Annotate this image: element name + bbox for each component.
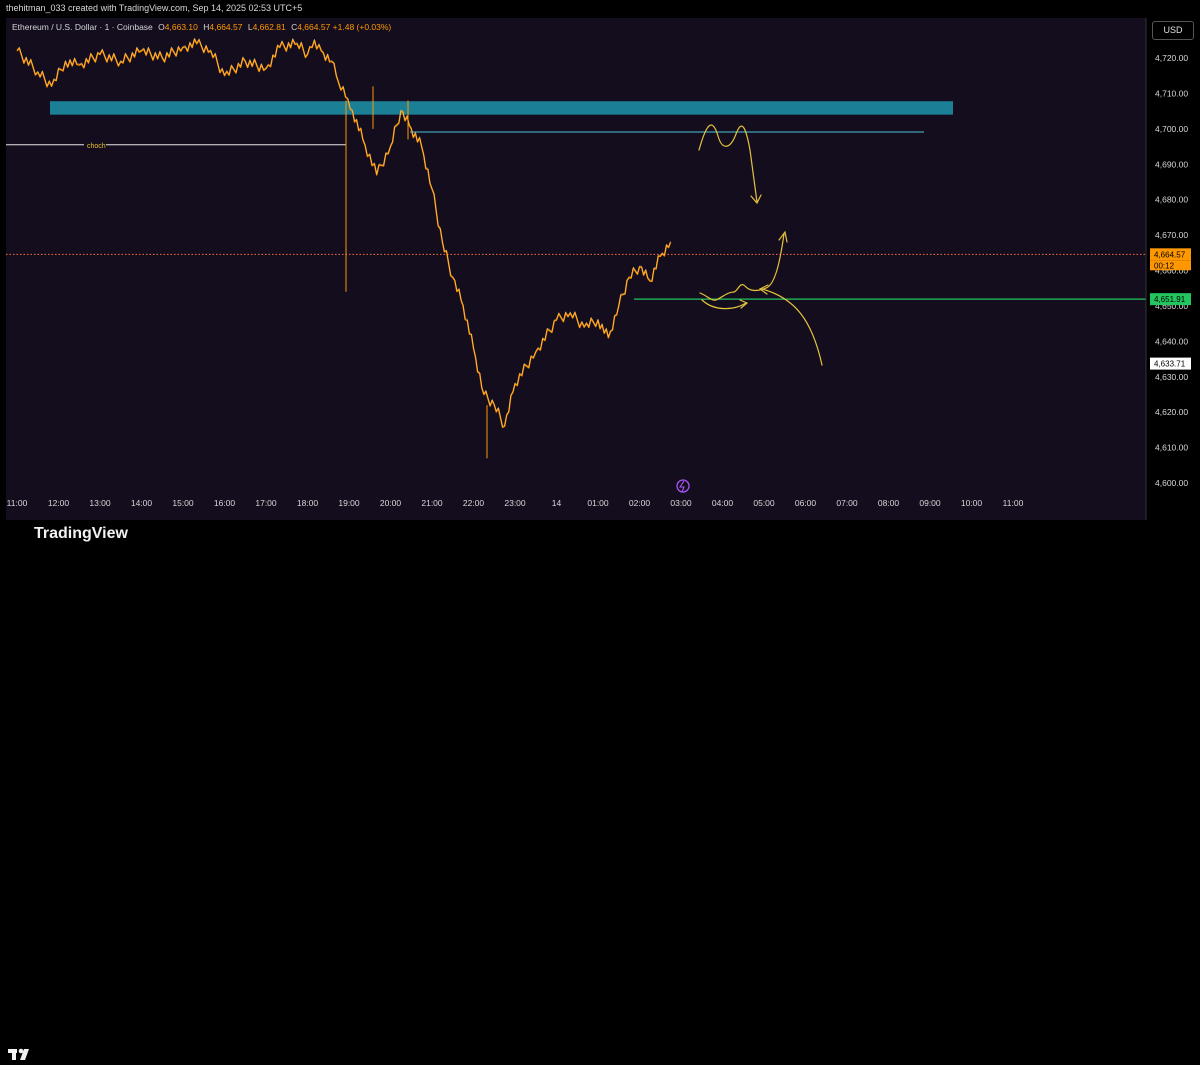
x-tick-label: 12:00 <box>48 498 70 508</box>
tradingview-wordmark[interactable]: TradingView <box>34 525 128 542</box>
resistance-zone <box>50 101 953 115</box>
x-tick-label: 06:00 <box>795 498 817 508</box>
x-tick-label: 03:00 <box>670 498 692 508</box>
y-tick-label: 4,650.00 <box>1155 301 1188 311</box>
x-tick-label: 17:00 <box>255 498 277 508</box>
x-tick-label: 22:00 <box>463 498 485 508</box>
x-tick-label: 08:00 <box>878 498 900 508</box>
drawing-arrow-left-path <box>701 299 747 310</box>
price-line-highlight <box>16 37 671 427</box>
x-tick-label: 18:00 <box>297 498 319 508</box>
x-tick-label: 02:00 <box>629 498 651 508</box>
price-badge-support: 4,651.91 <box>1154 295 1186 304</box>
credit-text: thehitman_033 created with TradingView.c… <box>6 3 303 13</box>
y-tick-label: 4,670.00 <box>1155 230 1188 240</box>
x-tick-label: 14 <box>552 498 562 508</box>
y-tick-label: 4,680.00 <box>1155 195 1188 205</box>
currency-button[interactable]: USD <box>1152 21 1194 40</box>
legend-high: 4,664.57 <box>209 22 243 32</box>
choch-label: choch <box>87 143 106 150</box>
legend-close: 4,664.57 <box>297 22 331 32</box>
legend-low: 4,662.81 <box>252 22 286 32</box>
legend-change: +1.48 (+0.03%) <box>332 22 392 32</box>
x-tick-label: 13:00 <box>89 498 111 508</box>
legend-high-label: H <box>203 22 210 32</box>
x-tick-label: 14:00 <box>131 498 153 508</box>
tradingview-logo-icon <box>8 1048 29 1060</box>
drawing-arrow-down-head <box>750 194 762 205</box>
x-tick-label: 01:00 <box>587 498 609 508</box>
y-tick-label: 4,720.00 <box>1155 53 1188 63</box>
price-badge-countdown-bg <box>1150 260 1191 271</box>
drawing-bounce-path <box>699 233 785 301</box>
price-badge-current-bg <box>1150 248 1191 261</box>
y-tick-label: 4,620.00 <box>1155 407 1188 417</box>
legend-low-label: L <box>247 22 253 32</box>
footer-bar: TradingView <box>0 520 1200 1060</box>
price-badge-support-bg <box>1150 293 1191 306</box>
drawing-arrow-support-path <box>761 288 823 366</box>
price-badge-low: 4,633.71 <box>1154 360 1186 369</box>
x-tick-label: 16:00 <box>214 498 236 508</box>
lightning-icon <box>678 480 685 493</box>
y-tick-label: 4,690.00 <box>1155 159 1188 169</box>
y-tick-label: 4,660.00 <box>1155 266 1188 276</box>
price-badge-current: 4,664.57 <box>1154 250 1186 259</box>
price-badge-low-bg <box>1150 357 1191 370</box>
legend-open-label: O <box>158 22 165 32</box>
price-badge-countdown: 00:12 <box>1154 261 1175 270</box>
y-tick-label: 4,640.00 <box>1155 336 1188 346</box>
legend-symbol: Ethereum / U.S. Dollar · 1 · Coinbase <box>12 22 153 32</box>
drawing-arrow-left-head <box>739 299 749 309</box>
y-tick-label: 4,610.00 <box>1155 443 1188 453</box>
x-tick-label: 09:00 <box>919 498 941 508</box>
events-icon <box>676 479 690 493</box>
y-tick-label: 4,600.00 <box>1155 478 1188 488</box>
x-tick-label: 19:00 <box>338 498 360 508</box>
x-tick-label: 10:00 <box>961 498 983 508</box>
drawing-arrow-support-head <box>758 284 769 295</box>
x-tick-label: 04:00 <box>712 498 734 508</box>
y-tick-label: 4,630.00 <box>1155 372 1188 382</box>
x-tick-label: 11:00 <box>7 498 28 508</box>
choch-label-bg <box>84 139 106 150</box>
x-tick-label: 15:00 <box>172 498 194 508</box>
symbol-legend: Ethereum / U.S. Dollar · 1 · Coinbase O4… <box>12 22 391 32</box>
top-bar: thehitman_033 created with TradingView.c… <box>0 0 1200 18</box>
y-tick-label: 4,710.00 <box>1155 88 1188 98</box>
x-tick-label: 21:00 <box>421 498 443 508</box>
drawing-arrow-up-head <box>778 230 788 243</box>
drawing-double-top-path <box>698 124 758 203</box>
x-tick-label: 20:00 <box>380 498 402 508</box>
legend-open: 4,663.10 <box>164 22 198 32</box>
x-tick-label: 07:00 <box>836 498 858 508</box>
price-chart[interactable]: choch 4,720.00 4,710.00 4,700.00 4,690.00 4,6… <box>0 0 1200 551</box>
x-tick-label: 11:00 <box>1003 498 1024 508</box>
x-tick-label: 05:00 <box>753 498 775 508</box>
price-line-series <box>16 38 672 428</box>
y-tick-label: 4,700.00 <box>1155 124 1188 134</box>
x-tick-label: 23:00 <box>504 498 526 508</box>
legend-close-label: C <box>291 22 298 32</box>
